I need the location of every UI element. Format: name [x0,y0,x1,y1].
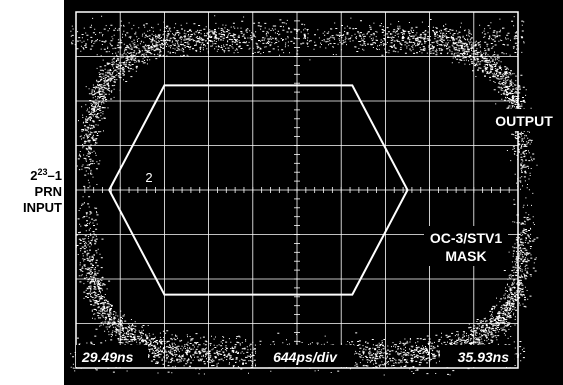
oc3-stv1-mask [108,84,409,296]
time-start-box [76,345,148,367]
mask-label-line1: OC-3/STV1 [430,230,503,246]
time-end-box [440,345,514,367]
output-label: OUTPUT [495,113,553,129]
time-per-div-label: 644ps/div [273,349,338,365]
input-signal-input: INPUT [23,200,62,215]
time-start-label: 29.49ns [81,349,134,365]
time-per-div-box [256,345,354,367]
scope-screen [64,0,563,385]
mask-region-label: 2 [145,170,152,185]
input-signal-formula: 223–1 [30,167,62,184]
graticule [75,11,519,369]
output-label-box [486,109,563,131]
mask-label-box [424,226,508,266]
input-signal-prn: PRN [34,184,62,199]
mask-label-line2: MASK [445,248,486,264]
input-signal-label: 223–1 PRN INPUT [0,168,62,216]
time-end-label: 35.93ns [458,349,510,365]
